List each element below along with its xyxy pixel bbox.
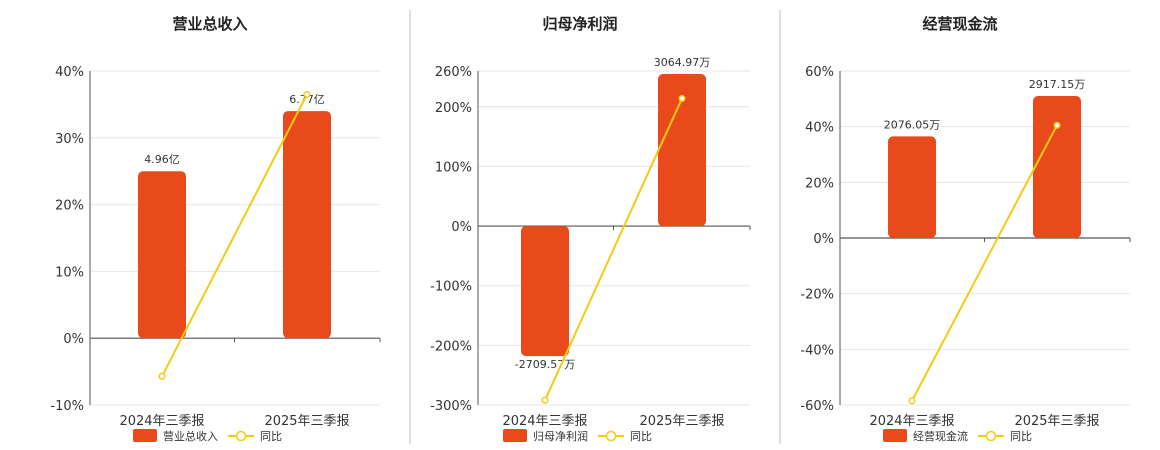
y-tick-label: 60% — [805, 65, 834, 80]
bar-data-label: 2917.15万 — [1029, 78, 1086, 91]
x-category-label: 2024年三季报 — [119, 414, 204, 429]
y-tick-label: -300% — [430, 399, 472, 414]
x-category-label: 2024年三季报 — [502, 414, 587, 429]
legend-line-marker — [985, 430, 997, 442]
y-tick-label: 0% — [63, 332, 84, 347]
chart-title: 经营现金流 — [922, 15, 997, 33]
x-category-label: 2025年三季报 — [639, 414, 724, 429]
y-tick-label: 30% — [55, 132, 84, 147]
chart-title: 归母净利润 — [542, 15, 617, 33]
y-tick-label: 100% — [435, 160, 472, 175]
legend-bar-swatch — [883, 429, 907, 442]
y-tick-label: -200% — [430, 339, 472, 354]
legend-line-label: 同比 — [260, 430, 282, 443]
yoy-point — [908, 397, 916, 405]
yoy-line — [161, 93, 308, 377]
yoy-point — [541, 396, 549, 404]
y-tick-label: 20% — [805, 176, 834, 191]
bar — [1033, 96, 1081, 238]
y-tick-label: -100% — [430, 280, 472, 295]
y-tick-label: -10% — [50, 399, 84, 414]
legend-bar-label: 营业总收入 — [163, 429, 218, 443]
chart-panel-1: 营业总收入 -10% 0% 10% 20% 30% 40% 4.96亿 6.77亿 2024年三季… — [50, 15, 381, 443]
bar-data-label: 4.96亿 — [144, 153, 180, 166]
yoy-point — [1053, 121, 1061, 129]
y-tick-label: 40% — [55, 65, 84, 80]
yoy-point — [158, 372, 166, 380]
legend-bar-label: 经营现金流 — [913, 429, 968, 443]
y-tick-label: -20% — [800, 288, 834, 303]
x-category-label: 2025年三季报 — [1014, 414, 1099, 429]
y-tick-label: -60% — [800, 399, 834, 414]
legend-line-label: 同比 — [630, 430, 652, 443]
y-tick-label: 0% — [813, 232, 834, 247]
y-tick-label: 40% — [805, 121, 834, 136]
bar — [658, 73, 706, 227]
y-tick-label: 20% — [55, 199, 84, 214]
legend-bar-swatch — [503, 429, 527, 442]
chart-panel-2: 归母净利润 -300% -200% -100% 0% 100% 200% 260% -2709.… — [430, 15, 751, 443]
bar-data-label: 6.77亿 — [289, 93, 325, 106]
y-tick-label: 200% — [435, 101, 472, 116]
x-category-label: 2025年三季报 — [264, 414, 349, 429]
bar-data-label: -2709.57万 — [515, 358, 575, 371]
x-category-label: 2024年三季报 — [869, 414, 954, 429]
legend-line-label: 同比 — [1010, 430, 1032, 443]
yoy-point — [303, 90, 311, 98]
chart-title: 营业总收入 — [172, 15, 247, 33]
chart-panel-3: 经营现金流 -60% -40% -20% 0% 20% 40% 60% 2076.05万 2917… — [800, 15, 1131, 443]
bar — [521, 226, 569, 357]
bar-data-label: 3064.97万 — [654, 56, 711, 69]
legend-bar-swatch — [133, 429, 157, 442]
y-tick-label: 0% — [451, 220, 472, 235]
bar — [283, 111, 331, 339]
y-tick-label: 260% — [435, 65, 472, 80]
legend-line-marker — [605, 430, 617, 442]
bar — [138, 171, 186, 339]
yoy-line — [544, 98, 683, 401]
legend-line-marker — [235, 430, 247, 442]
y-tick-label: 10% — [55, 265, 84, 280]
y-tick-label: -40% — [800, 343, 834, 358]
yoy-point — [678, 94, 686, 102]
legend-bar-label: 归母净利润 — [533, 429, 588, 443]
bar — [888, 136, 936, 238]
bar-data-label: 2076.05万 — [884, 118, 941, 131]
yoy-line — [911, 124, 1058, 402]
